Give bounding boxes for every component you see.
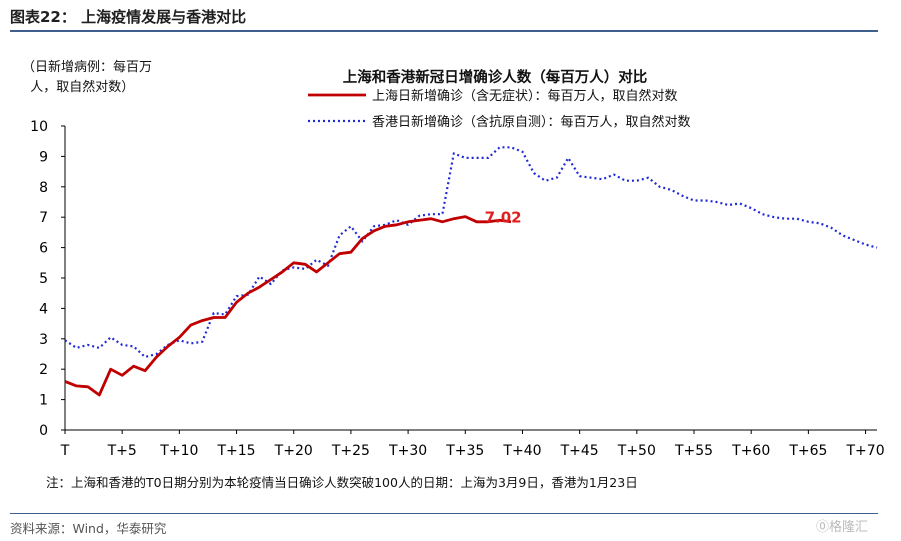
series-layer: [64, 146, 878, 397]
x-tick-label: T+10: [159, 443, 198, 459]
legend-label: 上海日新增确诊（含无症状）：每百万人，取自然对数: [372, 88, 678, 104]
x-tick-label: T+35: [445, 443, 484, 459]
y-axis-note: （日新增病例：每百万 人，取自然对数）: [22, 60, 153, 95]
x-tick-label: T+40: [502, 443, 541, 459]
x-tick-label: T+50: [617, 443, 656, 459]
x-axis: T T+5 T+10 T+15 T+20 T+25 T+30 T+35 T+40 T+45 T+50…: [60, 429, 885, 459]
y-tick-label: 5: [39, 271, 48, 287]
y-tick-label: 0: [39, 423, 48, 439]
x-tick-label: T+30: [388, 443, 427, 459]
y-tick-label: 9: [39, 149, 48, 165]
y-tick-label: 3: [39, 332, 48, 348]
y-tick-label: 8: [39, 180, 48, 196]
y-tick-label: 7: [39, 210, 48, 226]
y-tick-label: 6: [39, 241, 48, 257]
y-tick-label: 10: [30, 119, 48, 135]
x-tick-label: T+20: [274, 443, 313, 459]
x-tick-label: T+70: [846, 443, 885, 459]
source-text: 资料来源：Wind，华泰研究: [10, 521, 167, 536]
chart-title: 上海和香港新冠日增确诊人数（每百万人）对比: [343, 68, 648, 86]
bottom-rule: [10, 513, 878, 514]
x-tick-label: T+45: [560, 443, 599, 459]
watermark-logo: ⓪格隆汇: [816, 520, 869, 535]
x-tick-label: T+60: [731, 443, 770, 459]
annotation-layer: 7.02: [485, 209, 522, 227]
y-axis: 0 1 2 3 4 5 6 7 8 9 10: [30, 119, 66, 439]
shanghai-series-line: [64, 215, 512, 397]
x-tick-label: T+15: [216, 443, 255, 459]
x-tick-label: T: [60, 443, 70, 459]
top-rule: [10, 30, 878, 32]
x-tick-label: T+25: [331, 443, 370, 459]
legend-label: 香港日新增确诊（含抗原自测）：每百万人，取自然对数: [372, 114, 691, 130]
x-tick-label: T+5: [107, 443, 137, 459]
y-tick-label: 2: [39, 362, 48, 378]
figure-title: 图表22： 上海疫情发展与香港对比: [10, 8, 247, 26]
x-tick-label: T+65: [788, 443, 827, 459]
y-tick-label: 1: [39, 393, 48, 409]
peak-value-annotation: 7.02: [485, 209, 522, 227]
y-tick-label: 4: [39, 301, 48, 317]
footnote: 注：上海和香港的T0日期分别为本轮疫情当日确诊人数突破100人的日期：上海为3月…: [46, 475, 638, 490]
legend: 上海日新增确诊（含无症状）：每百万人，取自然对数香港日新增确诊（含抗原自测）：每…: [308, 88, 691, 130]
x-tick-label: T+55: [674, 443, 713, 459]
hongkong-series-line: [64, 146, 878, 359]
